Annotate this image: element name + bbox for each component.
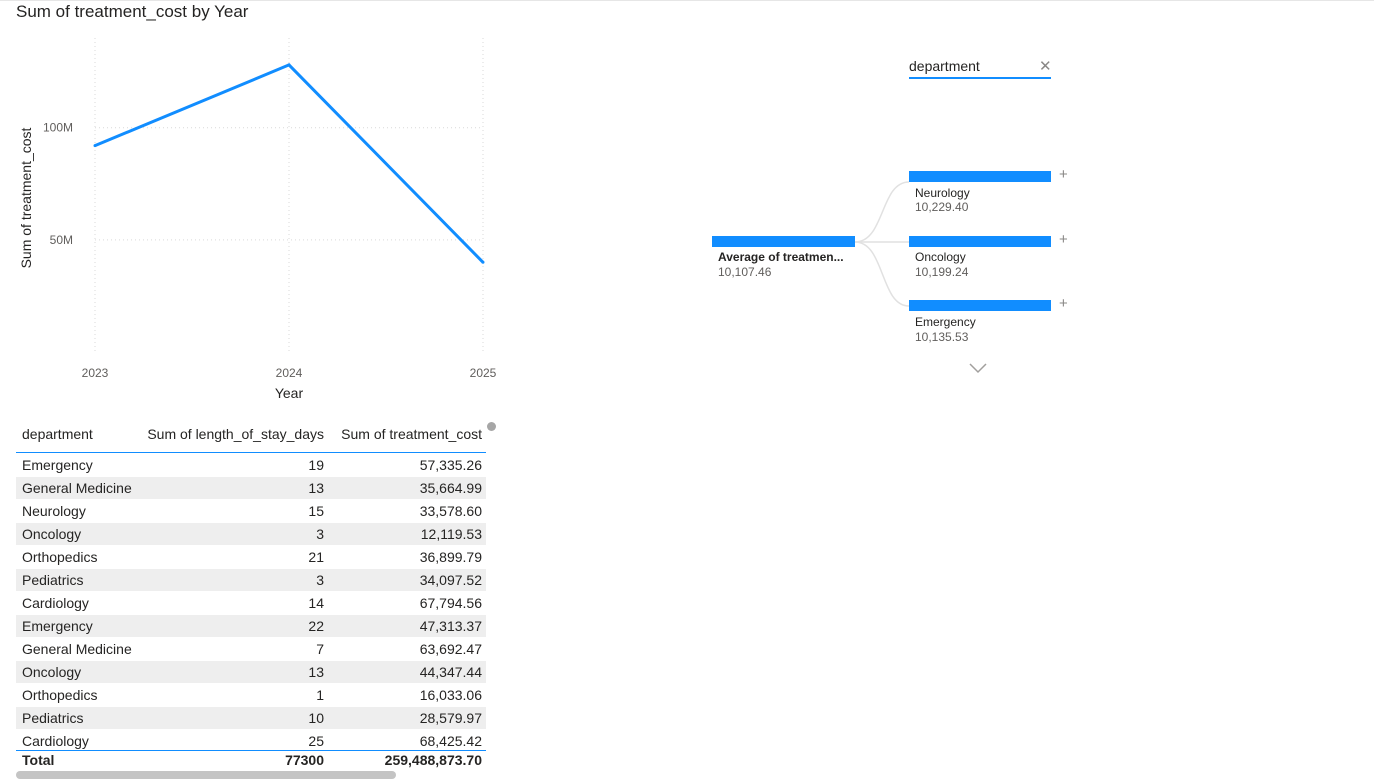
close-icon[interactable]: ✕ [1039, 58, 1052, 75]
stay-days-cell: 19 [308, 457, 324, 473]
decomp-root-bar[interactable] [712, 236, 855, 247]
stay-days-cell: 7 [316, 641, 324, 657]
data-table[interactable]: department Sum of length_of_stay_days Su… [16, 420, 496, 780]
department-cell: Emergency [22, 457, 93, 473]
decomp-node-value: 10,229.40 [915, 200, 969, 214]
decomp-node-label: Neurology [915, 186, 970, 200]
decomp-root-label: Average of treatmen... [718, 250, 844, 264]
data-point[interactable] [93, 144, 97, 148]
treatment-cost-cell: 44,347.44 [419, 664, 482, 680]
x-axis-title: Year [275, 385, 304, 401]
department-cell: Emergency [22, 618, 93, 634]
canvas-top-border [0, 0, 1374, 1]
stay-days-cell: 14 [308, 595, 324, 611]
department-cell: Oncology [22, 664, 82, 680]
treatment-cost-cell: 28,579.97 [419, 710, 482, 726]
stay-days-cell: 25 [308, 733, 324, 749]
table-row[interactable]: Neurology 15 33,578.60 [16, 500, 486, 523]
stay-days-cell: 13 [308, 480, 324, 496]
table-row[interactable]: Emergency 19 57,335.26 [16, 454, 486, 477]
decomp-field-selector[interactable]: department ✕ [909, 57, 1052, 79]
department-cell: Cardiology [22, 733, 89, 749]
treatment-cost-cell: 16,033.06 [419, 687, 482, 703]
plus-icon[interactable]: + [1059, 295, 1068, 312]
table-body: Emergency 19 57,335.26 General Medicine 13 35… [16, 454, 486, 750]
decomp-node-label: Oncology [915, 250, 966, 264]
department-cell: General Medicine [22, 641, 132, 657]
department-cell: Orthopedics [22, 687, 98, 703]
total-label: Total [22, 752, 55, 768]
table-row[interactable]: Pediatrics 3 34,097.52 [16, 569, 486, 592]
horizontal-scrollbar[interactable] [16, 771, 396, 779]
table-row[interactable]: Orthopedics 21 36,899.79 [16, 546, 486, 569]
y-tick-label: 50M [50, 233, 73, 247]
chart-title: Sum of treatment_cost by Year [16, 2, 249, 21]
stay-days-cell: 15 [308, 503, 324, 519]
treatment-cost-cell: 47,313.37 [419, 618, 482, 634]
more-options-icon[interactable] [487, 422, 496, 431]
x-tick-label: 2025 [470, 366, 497, 380]
table-total-row: Total 77300 259,488,873.70 [16, 750, 486, 770]
x-tick-label: 2023 [82, 366, 109, 380]
treatment-cost-cell: 12,119.53 [420, 526, 482, 542]
table-row[interactable]: General Medicine 7 63,692.47 [16, 638, 486, 661]
stay-days-cell: 3 [316, 572, 324, 588]
department-cell: General Medicine [22, 480, 132, 496]
table-row[interactable]: Emergency 22 47,313.37 [16, 615, 486, 638]
decomp-node-value: 10,199.24 [915, 265, 969, 279]
decomp-connectors [855, 181, 910, 307]
data-point[interactable] [481, 260, 485, 264]
table-row[interactable]: Cardiology 14 67,794.56 [16, 592, 486, 615]
table-row[interactable]: General Medicine 13 35,664.99 [16, 477, 486, 500]
stay-days-cell: 1 [316, 687, 324, 703]
total-stay-days: 77300 [285, 752, 324, 768]
decomp-node-label: Emergency [915, 315, 976, 329]
stay-days-cell: 3 [316, 526, 324, 542]
treatment-cost-cell: 36,899.79 [419, 549, 482, 565]
stay-days-cell: 21 [308, 549, 324, 565]
treatment-cost-cell: 57,335.26 [419, 457, 482, 473]
plus-icon[interactable]: + [1059, 166, 1068, 183]
treatment-cost-cell: 67,794.56 [419, 595, 482, 611]
department-cell: Pediatrics [22, 572, 84, 588]
column-header-treatment-cost[interactable]: Sum of treatment_cost [341, 426, 482, 442]
table-row[interactable]: Oncology 13 44,347.44 [16, 661, 486, 684]
treatment-cost-cell: 63,692.47 [419, 641, 482, 657]
total-treatment-cost: 259,488,873.70 [384, 752, 482, 768]
department-cell: Pediatrics [22, 710, 84, 726]
stay-days-cell: 10 [308, 710, 324, 726]
decomp-node-value: 10,135.53 [915, 330, 969, 344]
treatment-cost-cell: 34,097.52 [419, 572, 482, 588]
department-cell: Neurology [22, 503, 86, 519]
data-point[interactable] [287, 63, 291, 67]
table-row[interactable]: Oncology 3 12,119.53 [16, 523, 486, 546]
decomp-field-label: department [909, 58, 980, 74]
chevron-down-icon[interactable] [968, 361, 988, 375]
plus-icon[interactable]: + [1059, 231, 1068, 248]
table-header: department Sum of length_of_stay_days Su… [16, 420, 486, 453]
table-row[interactable]: Cardiology 25 68,425.42 [16, 730, 486, 750]
y-tick-label: 100M [43, 121, 73, 135]
treatment-cost-cell: 68,425.42 [419, 733, 482, 749]
table-row[interactable]: Pediatrics 10 28,579.97 [16, 707, 486, 730]
decomp-node-bar[interactable] [909, 236, 1051, 247]
stay-days-cell: 22 [308, 618, 324, 634]
stay-days-cell: 13 [308, 664, 324, 680]
table-row[interactable]: Orthopedics 1 16,033.06 [16, 684, 486, 707]
treatment-cost-cell: 35,664.99 [419, 480, 482, 496]
decomp-node-bar[interactable] [909, 300, 1051, 311]
line-chart[interactable]: 50M 100M 2023 2024 2025 Year Sum of treatment_… [0, 0, 520, 410]
department-cell: Oncology [22, 526, 82, 542]
column-header-stay-days[interactable]: Sum of length_of_stay_days [147, 426, 324, 442]
column-header-department[interactable]: department [22, 426, 93, 442]
department-cell: Orthopedics [22, 549, 98, 565]
x-tick-label: 2024 [276, 366, 303, 380]
y-axis-title: Sum of treatment_cost [18, 127, 34, 268]
decomp-node-bar[interactable] [909, 171, 1051, 182]
department-cell: Cardiology [22, 595, 89, 611]
decomp-root-value: 10,107.46 [718, 265, 772, 279]
treatment-cost-cell: 33,578.60 [419, 503, 482, 519]
